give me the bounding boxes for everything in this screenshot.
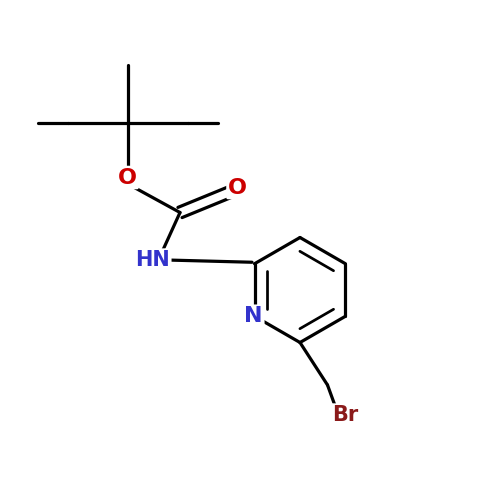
Text: HN: HN	[135, 250, 170, 270]
Text: N: N	[244, 306, 263, 326]
Text: O: O	[228, 178, 247, 198]
Text: Br: Br	[332, 405, 358, 425]
Text: O: O	[118, 168, 137, 188]
